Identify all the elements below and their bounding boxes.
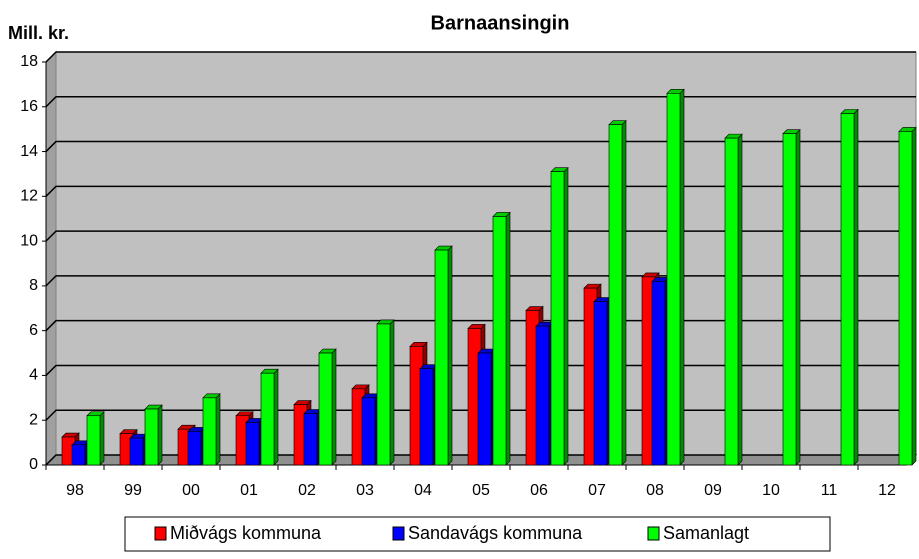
x-tick-label: 07 xyxy=(588,482,606,499)
bar xyxy=(71,444,86,466)
bar-side xyxy=(99,411,105,466)
x-tick-label: 08 xyxy=(646,482,664,499)
bar-side xyxy=(911,126,917,466)
bar xyxy=(361,397,376,466)
x-tick-label: 03 xyxy=(356,482,374,499)
legend-swatch xyxy=(647,526,660,541)
y-tick-label: 0 xyxy=(29,456,38,473)
y-tick-label: 12 xyxy=(20,188,38,205)
bar-side xyxy=(563,166,569,466)
chart-title: Barnaansingin xyxy=(431,12,570,34)
grid-line xyxy=(45,185,916,197)
bar xyxy=(492,216,507,466)
y-tick-label: 2 xyxy=(29,411,38,428)
bar-side xyxy=(273,368,279,466)
bar xyxy=(898,131,913,466)
grid-line xyxy=(45,409,916,421)
legend-label: Miðvágs kommuna xyxy=(170,523,322,543)
x-tick-label: 12 xyxy=(878,482,896,499)
side-wall xyxy=(45,50,57,467)
y-tick-label: 14 xyxy=(20,143,38,160)
bar-side xyxy=(157,404,163,466)
x-tick-label: 02 xyxy=(298,482,316,499)
legend-box xyxy=(124,516,831,552)
grid-line xyxy=(45,51,916,63)
bar-side xyxy=(331,348,337,466)
bar xyxy=(840,113,855,466)
bar-side xyxy=(215,393,221,466)
bar xyxy=(245,422,260,466)
bar xyxy=(724,137,739,466)
bar xyxy=(129,437,144,466)
y-axis-label: Mill. kr. xyxy=(8,23,69,43)
bar xyxy=(86,415,101,466)
bar-side xyxy=(505,211,511,466)
bar xyxy=(782,133,797,466)
bar-side xyxy=(795,128,801,466)
bar xyxy=(260,372,275,466)
bar-side xyxy=(447,245,453,466)
bar xyxy=(593,301,608,466)
bar-side xyxy=(621,119,627,466)
x-tick-label: 11 xyxy=(821,482,838,499)
bar xyxy=(477,352,492,466)
x-tick-label: 98 xyxy=(66,482,84,499)
legend-swatch xyxy=(392,526,405,541)
bar xyxy=(651,281,666,466)
grid-line xyxy=(45,275,916,287)
bar-side xyxy=(679,88,685,466)
bar xyxy=(550,171,565,466)
x-tick-label: 05 xyxy=(472,482,490,499)
x-tick-label: 99 xyxy=(124,482,142,499)
legend-swatch xyxy=(154,526,167,541)
x-tick-label: 04 xyxy=(414,482,432,499)
y-tick-label: 10 xyxy=(20,232,38,249)
legend-label: Sandavágs kommuna xyxy=(408,523,583,543)
legend-label: Samanlagt xyxy=(663,523,749,543)
x-tick-label: 10 xyxy=(762,482,780,499)
bar xyxy=(419,368,434,466)
y-tick-label: 4 xyxy=(29,367,38,384)
bar xyxy=(666,93,681,466)
x-tick-label: 06 xyxy=(530,482,548,499)
x-tick-label: 09 xyxy=(704,482,722,499)
bar-side xyxy=(853,108,859,466)
bar xyxy=(202,397,217,466)
bar xyxy=(434,249,449,466)
grid-line xyxy=(45,96,916,108)
bar xyxy=(318,352,333,466)
bar-side xyxy=(737,133,743,466)
bar xyxy=(376,323,391,466)
bar xyxy=(608,124,623,466)
bar xyxy=(535,325,550,466)
y-tick-label: 18 xyxy=(20,53,38,70)
x-tick-label: 00 xyxy=(182,482,200,499)
grid-line xyxy=(45,454,916,466)
bar xyxy=(144,408,159,466)
y-tick-label: 8 xyxy=(29,277,38,294)
x-tick-label: 01 xyxy=(240,482,258,499)
y-tick-label: 6 xyxy=(29,322,38,339)
bar xyxy=(187,431,202,466)
bar-side xyxy=(389,319,395,466)
grid-line xyxy=(45,364,916,376)
grid-line xyxy=(45,319,916,332)
y-tick-label: 16 xyxy=(20,98,38,115)
grid-line xyxy=(45,230,916,242)
grid-line xyxy=(45,140,916,153)
bar xyxy=(303,413,318,466)
